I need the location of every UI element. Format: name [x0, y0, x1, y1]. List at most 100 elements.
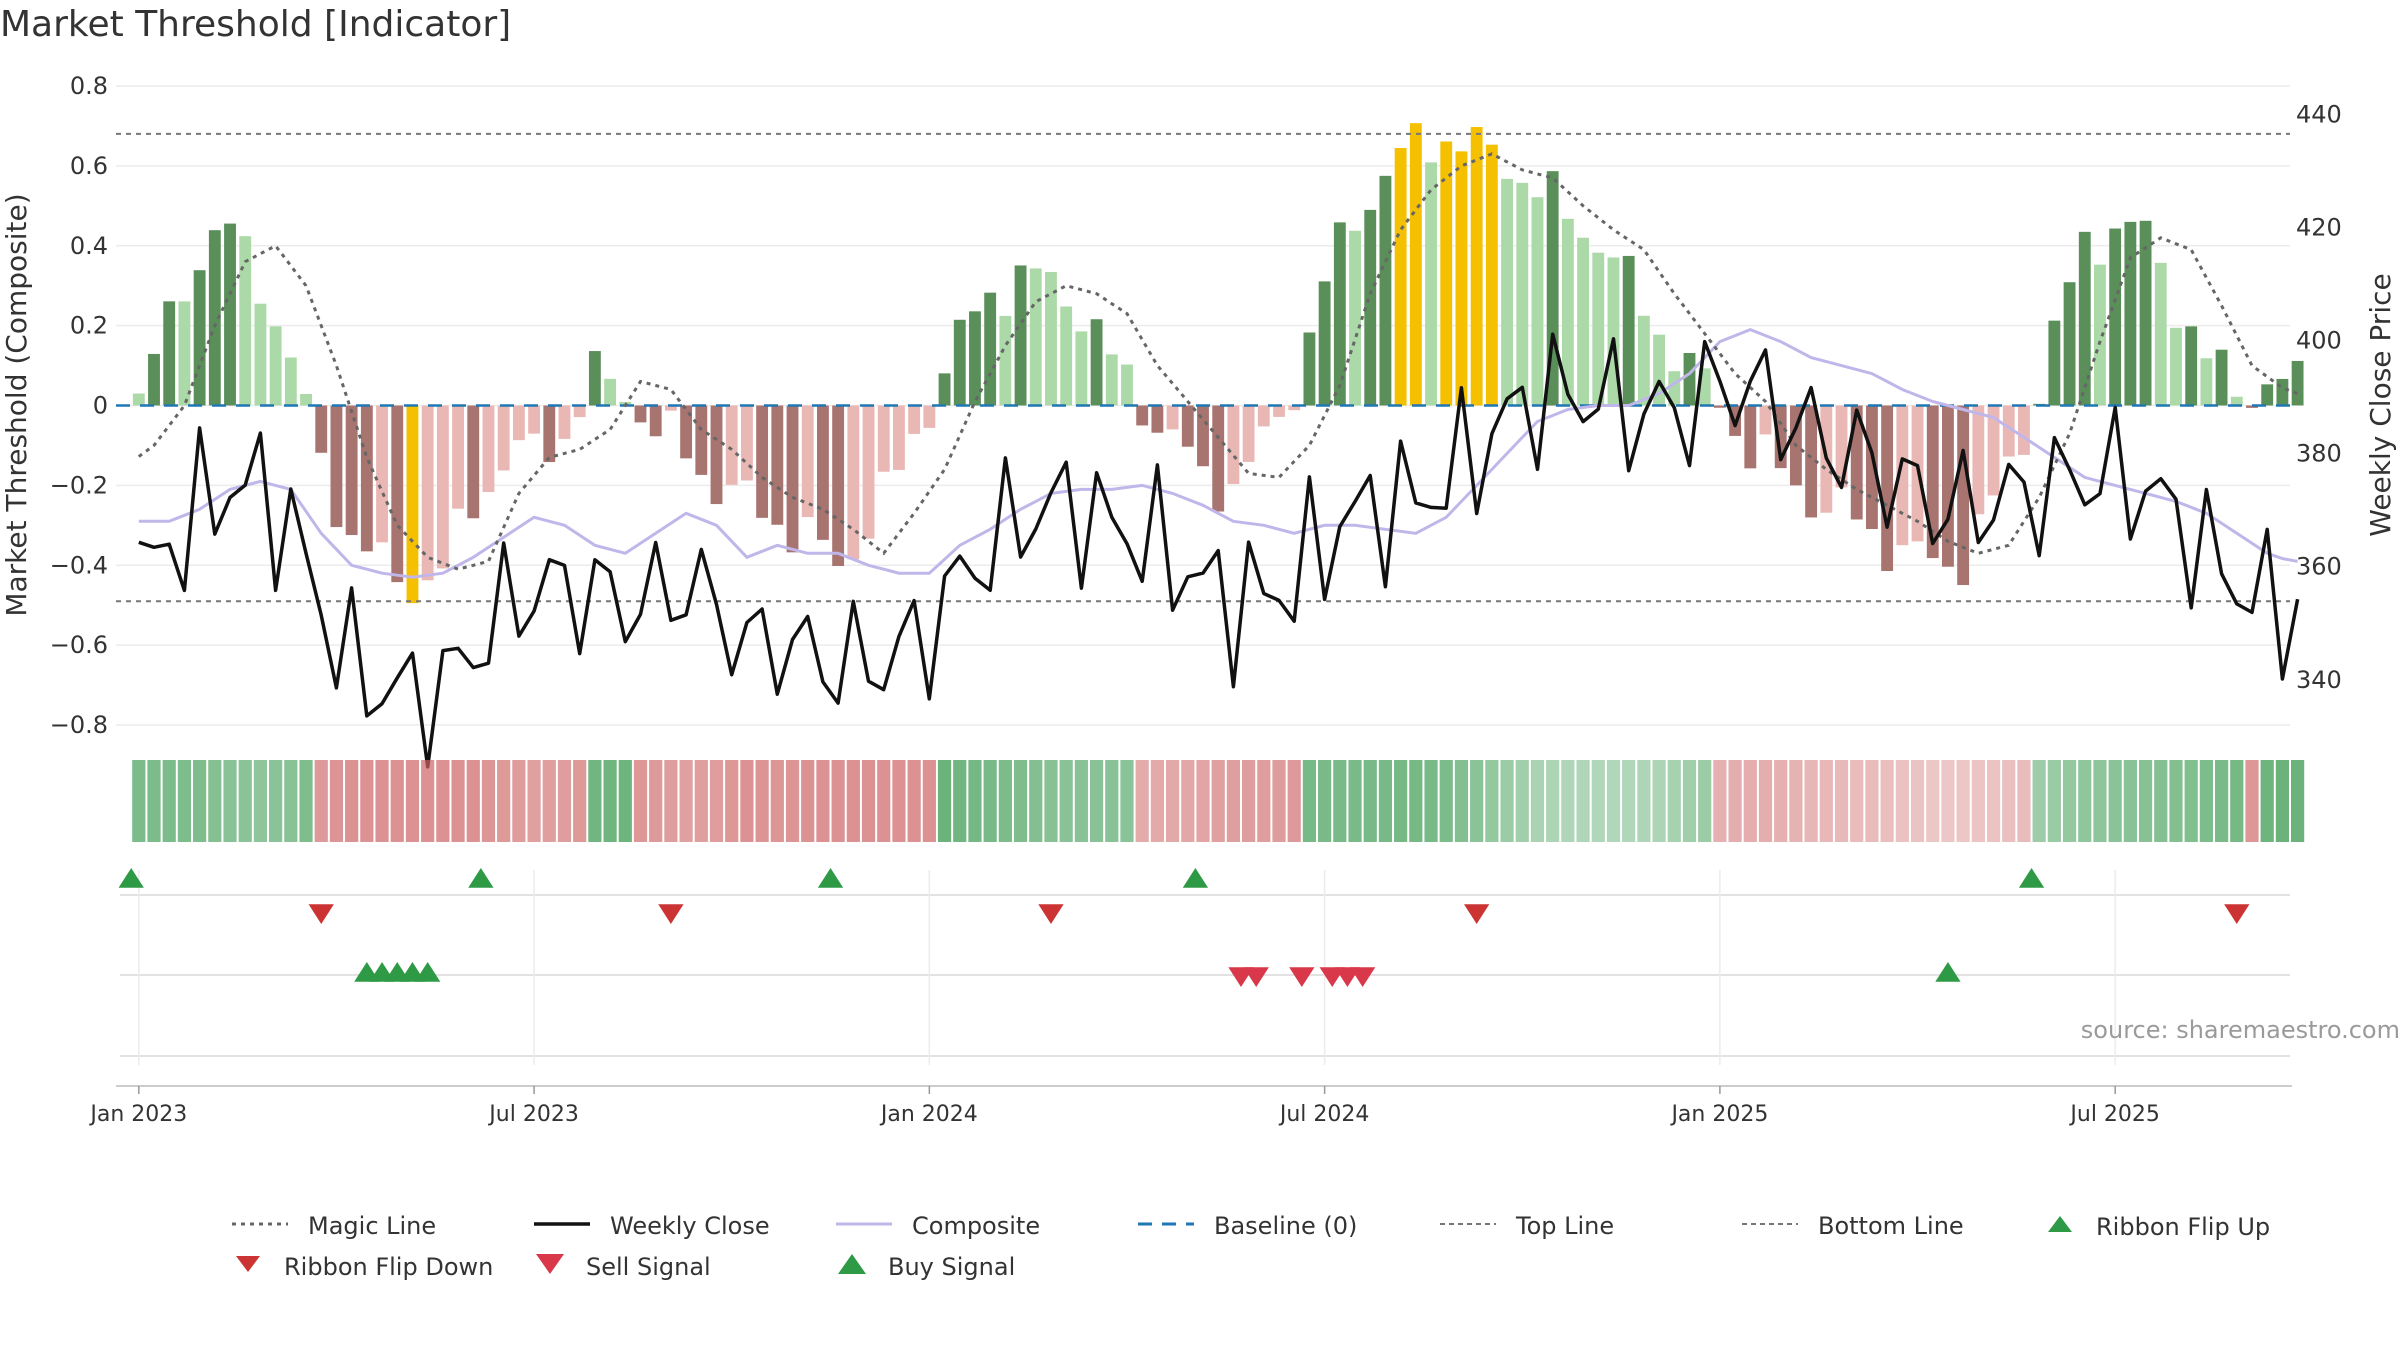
ribbon-cell — [1606, 760, 1621, 842]
composite-bar — [330, 405, 343, 528]
y-tick-label: −0.4 — [50, 551, 108, 579]
composite-bar — [725, 405, 738, 485]
ribbon-cell — [785, 760, 800, 842]
composite-bar — [2261, 384, 2274, 406]
legend-swatch-bottom — [1740, 1212, 1818, 1240]
legend-item-magic: Magic Line — [230, 1212, 436, 1240]
composite-bar — [148, 353, 160, 406]
composite-bar — [482, 405, 495, 493]
composite-bar — [1713, 405, 1726, 408]
legend-item-baseline: Baseline (0) — [1136, 1212, 1357, 1240]
composite-bar — [634, 405, 647, 423]
composite-bar — [1850, 405, 1863, 520]
ribbon-cell — [1454, 760, 1469, 842]
y-tick-label: −0.6 — [50, 631, 108, 659]
ribbon-cell — [1059, 760, 1073, 842]
buy-signal-marker — [415, 962, 441, 982]
ribbon-cell — [1530, 760, 1545, 842]
ribbon-cell — [1880, 760, 1894, 842]
composite-bar — [208, 230, 221, 406]
composite-bar — [1257, 405, 1270, 427]
legend-label: Top Line — [1516, 1212, 1615, 1240]
ribbon-cell — [1910, 760, 1925, 842]
ribbon-cell — [1074, 760, 1088, 842]
ribbon-cell — [1242, 760, 1256, 842]
composite-bar — [573, 405, 586, 418]
y2-tick-label: 340 — [2296, 666, 2342, 694]
legend-label: Composite — [912, 1212, 1041, 1240]
composite-bar — [528, 405, 541, 434]
composite-bar — [300, 393, 312, 406]
legend-item-buy: Buy Signal — [834, 1252, 1015, 1282]
ribbon-cell — [1971, 760, 1985, 842]
composite-bar — [1227, 405, 1240, 485]
composite-bar — [1364, 209, 1377, 406]
composite-bar — [360, 405, 373, 552]
sell-signal-marker — [1243, 967, 1269, 987]
ribbon-cell — [1196, 760, 1210, 842]
ribbon-cell — [1743, 760, 1757, 842]
y-tick-label: 0.4 — [70, 232, 108, 260]
ribbon-cell — [527, 760, 541, 842]
ribbon-cell — [329, 760, 344, 842]
composite-bar — [604, 378, 617, 406]
x-axis: Jan 2023 Jul 2023 Jan 2024 Jul 2024 Jan 2025… — [88, 1085, 2292, 1127]
ribbon-flip-up-marker — [468, 868, 494, 888]
ribbon-cell — [2138, 760, 2153, 842]
ribbon-cell — [877, 760, 891, 842]
composite-bar — [862, 405, 875, 539]
ribbon-cell — [679, 760, 693, 842]
composite-bar — [132, 393, 145, 406]
ribbon-cell — [436, 760, 450, 842]
ribbon-cell — [132, 760, 146, 842]
composite-bar — [1349, 230, 1361, 406]
composite-bar — [1197, 405, 1209, 467]
composite-bar — [1805, 405, 1818, 518]
composite-bar — [269, 326, 282, 406]
ribbon-flip-up-marker — [1182, 868, 1209, 888]
ribbon-cell — [1865, 760, 1879, 842]
composite-bar — [254, 303, 267, 406]
ribbon-cell — [1515, 760, 1529, 842]
ribbon-cell — [2214, 760, 2229, 842]
ribbon-cell — [1652, 760, 1666, 842]
y-tick-label: −0.8 — [50, 711, 108, 739]
ribbon-cell — [451, 760, 465, 842]
composite-bar — [953, 319, 966, 406]
composite-bar — [1516, 182, 1529, 406]
ribbon-cell — [2245, 760, 2259, 842]
composite-bar — [817, 405, 829, 540]
ribbon-cell — [2169, 760, 2183, 842]
ribbon-cell — [208, 760, 222, 842]
composite-bar — [1485, 144, 1498, 406]
legend-label: Ribbon Flip Up — [2096, 1213, 2271, 1241]
series-lines — [137, 152, 2300, 769]
composite-bar — [543, 405, 556, 463]
composite-bar — [2094, 264, 2106, 406]
legend-swatch-composite — [834, 1212, 912, 1240]
ribbon-cell — [1819, 760, 1833, 842]
composite-bar — [1577, 237, 1589, 406]
composite-bar — [193, 270, 206, 406]
ribbon-cell — [238, 760, 252, 842]
ribbon-cell — [755, 760, 769, 842]
legend-swatch-baseline — [1136, 1212, 1214, 1240]
y2-tick-label: 440 — [2296, 100, 2342, 128]
composite-bar — [2200, 358, 2213, 406]
x-tick-label: Jul 2024 — [1278, 1102, 1370, 1127]
ribbon-cell — [2260, 760, 2274, 842]
ribbon-cell — [1135, 760, 1149, 842]
ribbon-cell — [649, 760, 663, 842]
composite-bar — [1242, 405, 1255, 462]
composite-bar — [436, 405, 449, 569]
ribbon-cell — [1941, 760, 1955, 842]
ribbon-cell — [1424, 760, 1438, 842]
ribbon-cell — [588, 760, 602, 842]
composite-bar — [2124, 221, 2137, 406]
composite-bar — [1394, 147, 1407, 406]
ribbon-cell — [1044, 760, 1058, 842]
ribbon-cell — [1120, 760, 1134, 842]
ribbon-cell — [466, 760, 480, 842]
ribbon-flip-down-marker — [1038, 904, 1064, 924]
ribbon-cell — [299, 760, 313, 842]
